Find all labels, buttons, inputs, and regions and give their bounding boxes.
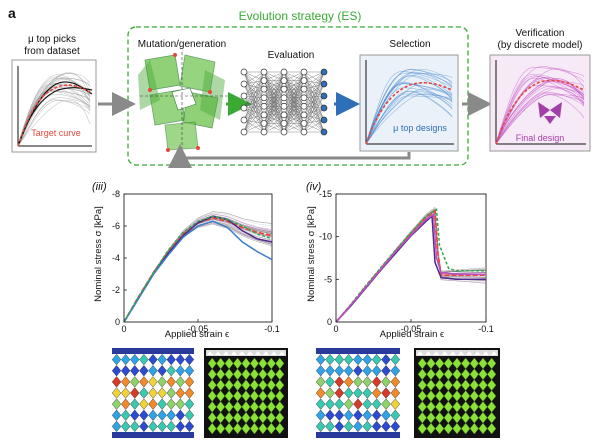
x-tick-label: -0.1: [478, 324, 494, 334]
verification-label-line1: Verification: [516, 28, 565, 39]
lattice-photo-iii: [204, 348, 288, 438]
picks-thumbnail: Target curve: [11, 59, 97, 153]
panel-letter: a: [8, 5, 16, 21]
target-curve-label: Target curve: [31, 128, 81, 138]
mutation-label: Mutation/generation: [138, 39, 226, 50]
mutation-structure-illustration: [138, 52, 228, 152]
chart-iv-xlabel: Applied strain ϵ: [380, 329, 444, 340]
picks-label-line2: from dataset: [24, 46, 80, 57]
workflow-diagram: a Evolution strategy (ES) μ top picks fr…: [8, 5, 591, 168]
y-tick-label: -10: [319, 232, 332, 242]
chart-iv: (iv) Nominal stress σ [kPa] Applied stra…: [306, 181, 494, 340]
y-tick-label: 0: [115, 317, 120, 327]
series-reference: [123, 215, 273, 323]
y-tick-label: 0: [327, 317, 332, 327]
y-tick-label: -8: [112, 189, 120, 199]
lattice-simulation-iii: [111, 348, 195, 438]
top-designs-label: μ top designs: [393, 123, 447, 133]
series-target: [123, 217, 273, 323]
chart-iv-panel-label: (iv): [306, 181, 322, 193]
chart-iii-panel-label: (iii): [92, 181, 107, 193]
chart-iii-xlabel: Applied strain ϵ: [165, 329, 229, 340]
series-verification: [123, 220, 273, 323]
series-verification: [335, 213, 486, 323]
x-tick-label: -0.1: [264, 324, 280, 334]
chart-iii-ylabel: Nominal stress σ [kPa]: [93, 206, 104, 302]
y-tick-label: -5: [324, 274, 332, 284]
plot-area: [335, 193, 487, 323]
selection-label: Selection: [389, 39, 430, 50]
verification-thumbnail: Final design: [489, 54, 591, 152]
evaluation-label: Evaluation: [268, 50, 315, 61]
feedback-loop-arrow: [168, 144, 411, 168]
series-reference: [335, 208, 486, 323]
y-tick-label: -6: [112, 221, 120, 231]
x-tick-label: -0.05: [401, 324, 422, 334]
x-tick-label: 0: [333, 324, 338, 334]
x-tick-label: 0: [121, 324, 126, 334]
lattice-photo-iv: [414, 348, 500, 438]
verification-label-line2: (by discrete model): [497, 40, 582, 51]
chart-iii: (iii) Nominal stress σ [kPa] Applied str…: [92, 181, 280, 340]
chart-iv-ylabel: Nominal stress σ [kPa]: [306, 206, 317, 302]
plot-area: [123, 193, 273, 323]
selection-thumbnail: μ top designs: [359, 54, 459, 152]
y-tick-label: -4: [112, 253, 120, 263]
y-tick-label: -2: [112, 285, 120, 295]
evaluation-network-illustration: [240, 68, 328, 136]
lattice-images: [111, 348, 500, 438]
lattice-simulation-iv: [315, 348, 401, 438]
final-design-label: Final design: [516, 133, 565, 143]
x-tick-label: -0.05: [188, 324, 209, 334]
y-tick-label: -15: [319, 189, 332, 199]
es-title: Evolution strategy (ES): [239, 9, 362, 23]
picks-label-line1: μ top picks: [28, 34, 76, 45]
